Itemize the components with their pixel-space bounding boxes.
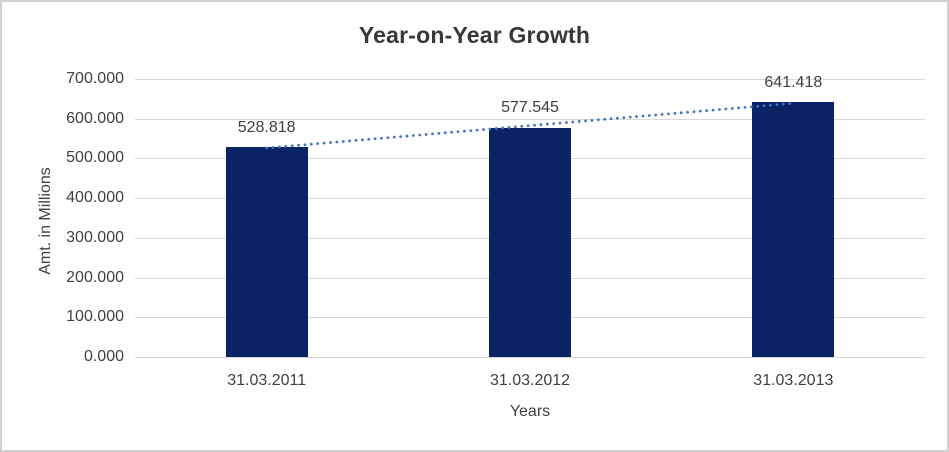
- y-tick-label: 500.000: [66, 149, 124, 167]
- y-tick-label: 400.000: [66, 189, 124, 207]
- x-tick-label: 31.03.2012: [489, 372, 571, 389]
- x-tick-label: 31.03.2011: [227, 372, 307, 389]
- y-tick-label: 300.000: [66, 228, 124, 246]
- y-tick-label: 200.000: [66, 268, 124, 286]
- bar-31.03.2012: [489, 127, 571, 357]
- y-tick-label: 100.000: [66, 308, 124, 326]
- x-tick-label: 31.03.2013: [753, 372, 834, 389]
- x-axis-title: Years: [509, 403, 551, 420]
- trendline-line: [265, 101, 795, 150]
- y-tick-label: 0.000: [83, 348, 124, 365]
- data-label: 641.418: [764, 73, 823, 91]
- chart-title: Year-on-Year Growth: [358, 22, 591, 48]
- data-label: 577.545: [501, 99, 559, 117]
- y-tick-label: 600.000: [66, 109, 124, 127]
- gridline: [135, 79, 925, 80]
- y-tick-label: 700.000: [66, 70, 124, 87]
- data-label: 528.818: [237, 118, 296, 136]
- bar-31.03.2011: [225, 146, 308, 357]
- x-axis-line: [135, 357, 925, 358]
- linear-trendline: [265, 101, 795, 150]
- bar-31.03.2013: [752, 102, 835, 357]
- plot-area: 528.818 577.545 641.418: [135, 74, 925, 358]
- gridline: [135, 118, 925, 120]
